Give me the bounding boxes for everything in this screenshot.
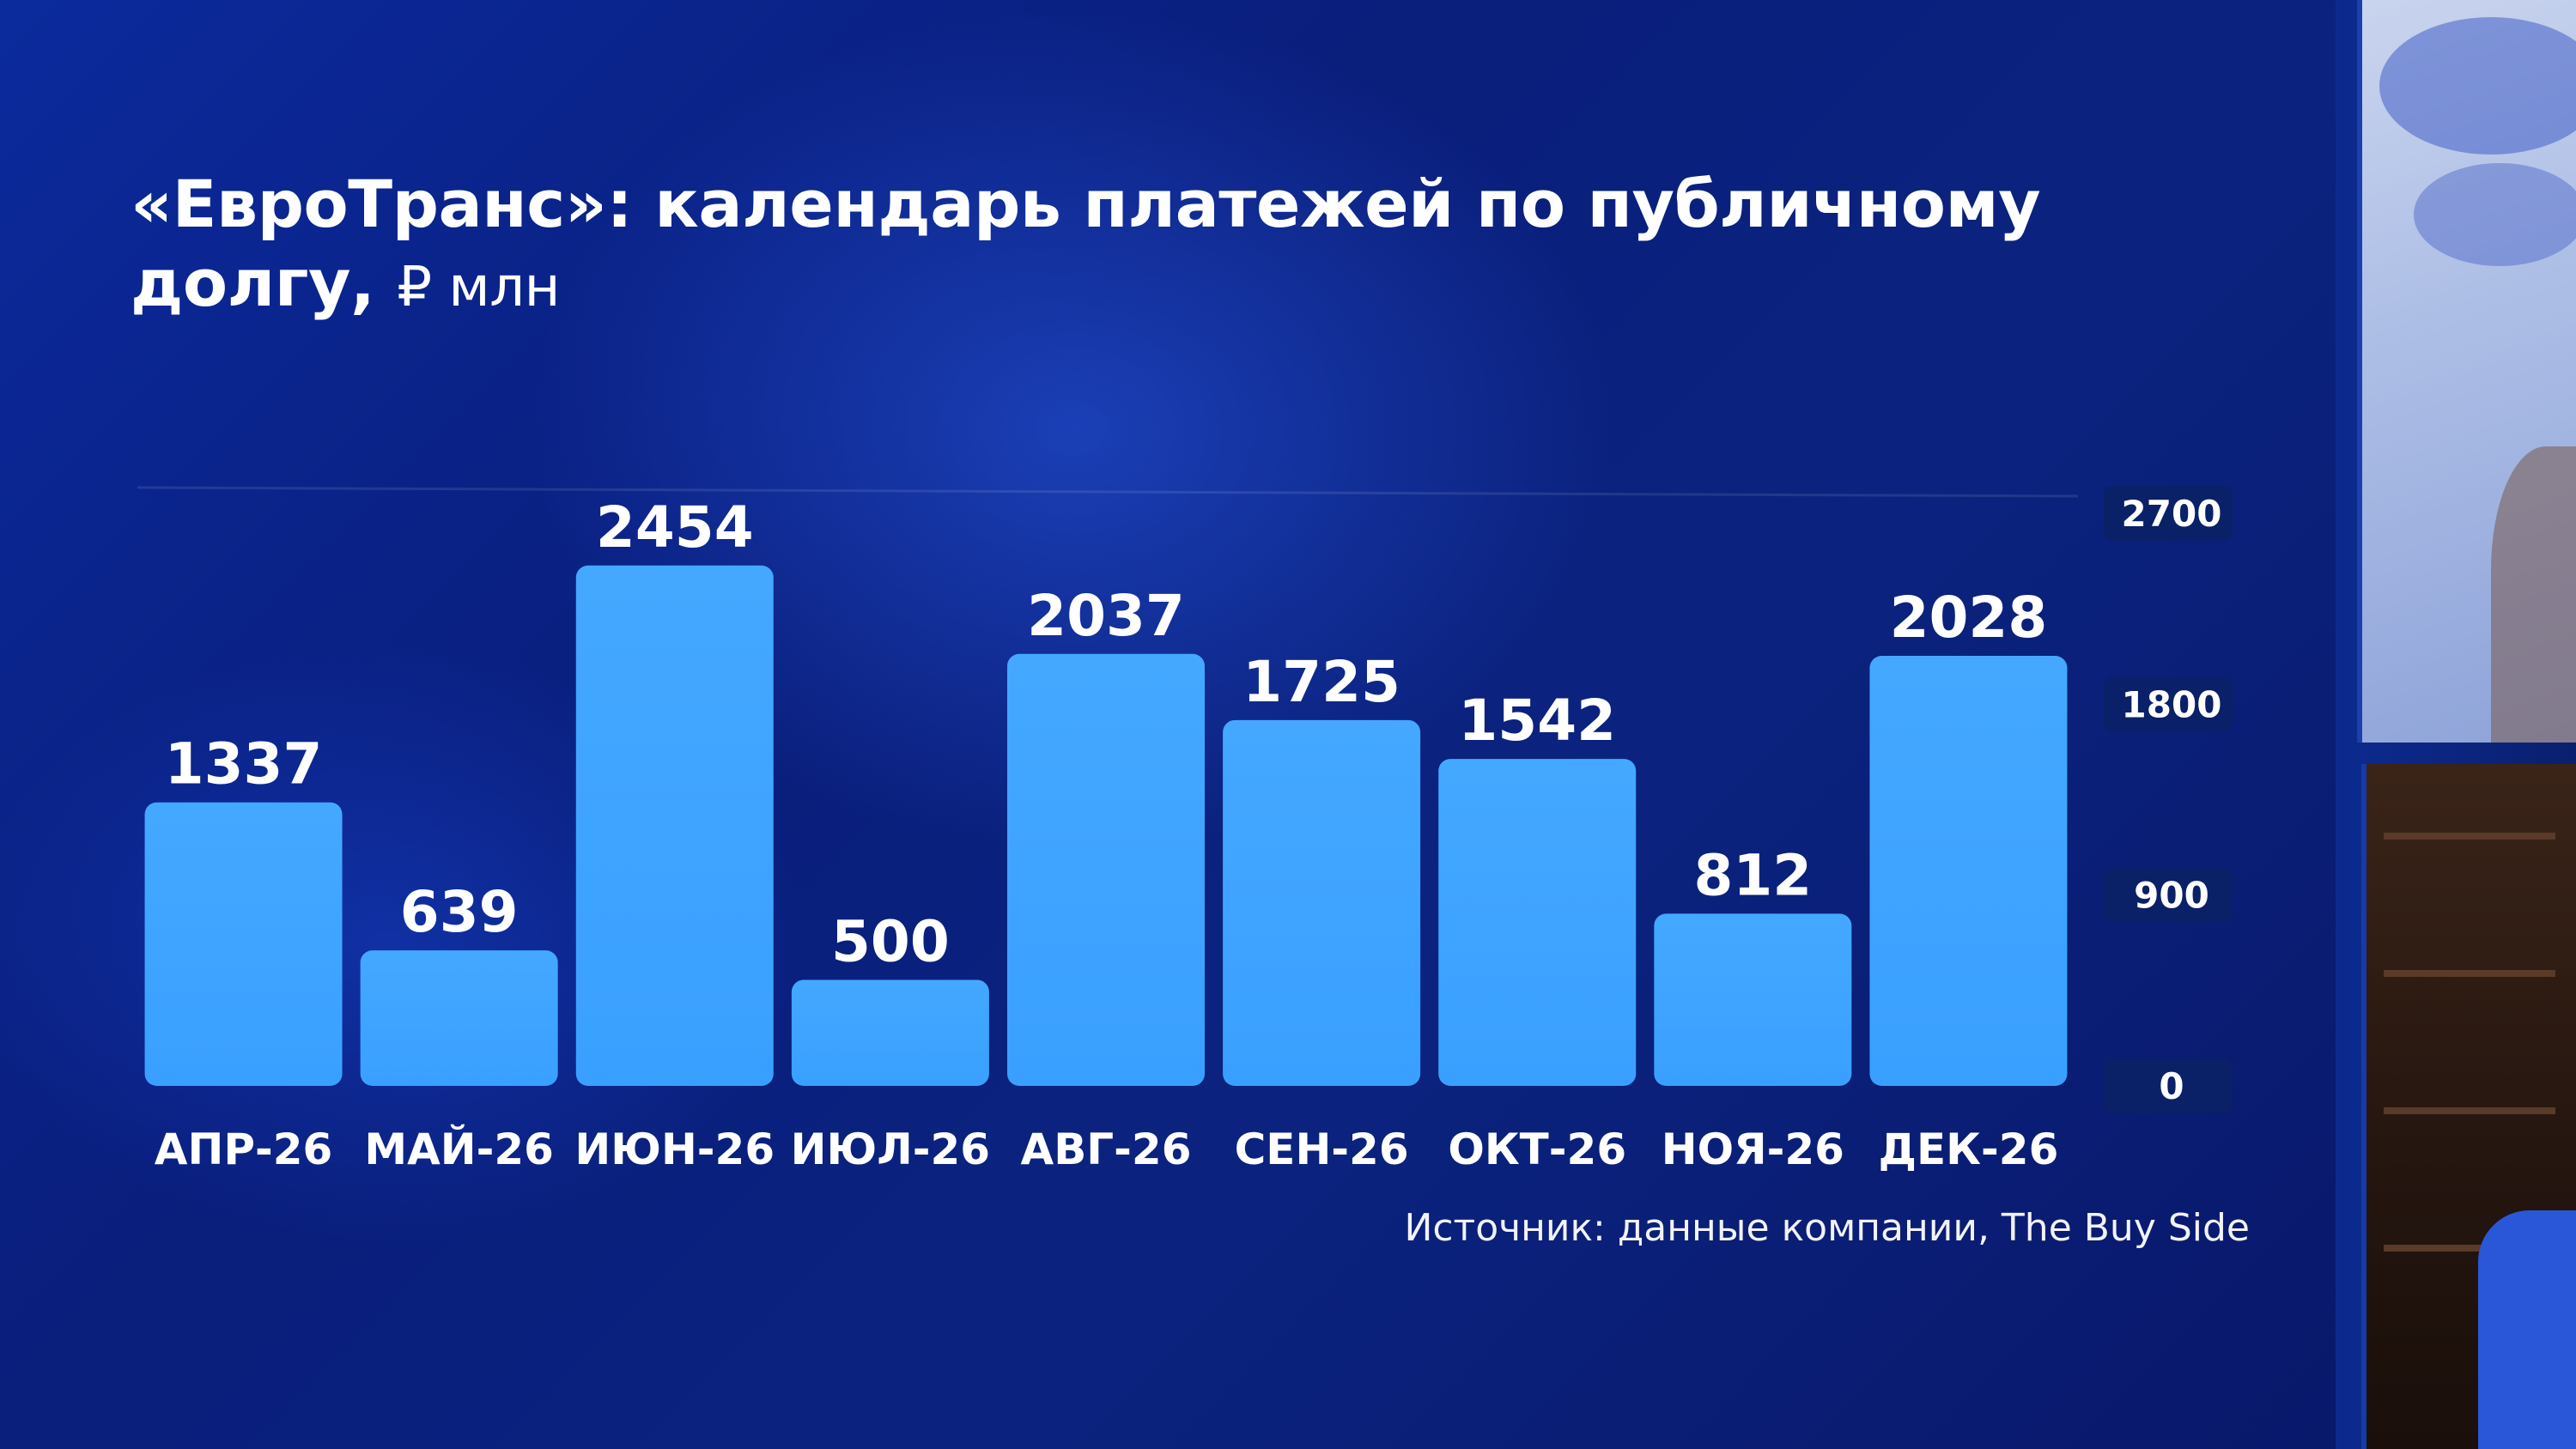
y-tick-badge: [2104, 486, 2233, 541]
bar-НОЯ-26: [1654, 913, 1852, 1086]
top-rule: [137, 486, 2079, 498]
chart-title-unit: ₽ млн: [397, 256, 560, 319]
data-label: 2028: [1890, 585, 2048, 651]
bar-МАЙ-26: [360, 950, 558, 1086]
source-note: Источник: данные компании, The Buy Side: [1404, 1206, 2250, 1250]
x-tick-label: ОКТ-26: [1448, 1125, 1626, 1174]
data-label: 1725: [1242, 649, 1400, 715]
bar-СЕН-26: [1223, 719, 1421, 1086]
bar-ДЕК-26: [1869, 656, 2068, 1086]
side-photo-studio: [2361, 764, 2576, 1449]
x-tick-label: ИЮН-26: [574, 1125, 775, 1174]
y-tick-label: 1800: [2122, 683, 2222, 725]
y-tick-label: 2700: [2122, 493, 2222, 535]
data-label: 1337: [165, 731, 323, 797]
x-tick-label: МАЙ-26: [364, 1124, 554, 1174]
x-tick-label: АПР-26: [155, 1125, 333, 1174]
bar-ОКТ-26: [1438, 759, 1637, 1086]
bar-АВГ-26: [1007, 653, 1205, 1086]
bar-chart: 1337 АПР-26 639 МАЙ-26 2454 ИЮН-26 500 ИЮЛ-26 20…: [137, 486, 2233, 1174]
bar-ИЮН-26: [575, 565, 774, 1086]
y-tick-label: 900: [2134, 875, 2209, 917]
x-tick-label: СЕН-26: [1235, 1125, 1409, 1174]
y-tick-badge: [2104, 676, 2233, 732]
presenter-figure: [2478, 1210, 2576, 1449]
data-label: 639: [400, 879, 519, 945]
x-tick-label: АВГ-26: [1021, 1125, 1192, 1174]
y-tick-badge: [2104, 1058, 2233, 1113]
y-tick-badge: [2104, 867, 2233, 923]
chart-title: «ЕвроТранс»: календарь платежей по публи…: [131, 165, 2191, 327]
data-label: 812: [1693, 842, 1812, 908]
data-label: 2037: [1027, 583, 1185, 649]
side-photo-banner: [2357, 0, 2576, 743]
y-tick-label: 0: [2159, 1065, 2184, 1107]
data-label: 1542: [1458, 688, 1616, 754]
x-tick-label: ДЕК-26: [1878, 1125, 2058, 1174]
chart-title-main: «ЕвроТранс»: календарь платежей по публи…: [131, 166, 2041, 321]
bar-АПР-26: [144, 802, 343, 1086]
data-label: 2454: [596, 494, 754, 561]
x-tick-label: ИЮЛ-26: [791, 1125, 990, 1174]
x-tick-label: НОЯ-26: [1662, 1125, 1844, 1174]
bar-ИЮЛ-26: [791, 979, 989, 1086]
data-label: 500: [831, 908, 950, 974]
